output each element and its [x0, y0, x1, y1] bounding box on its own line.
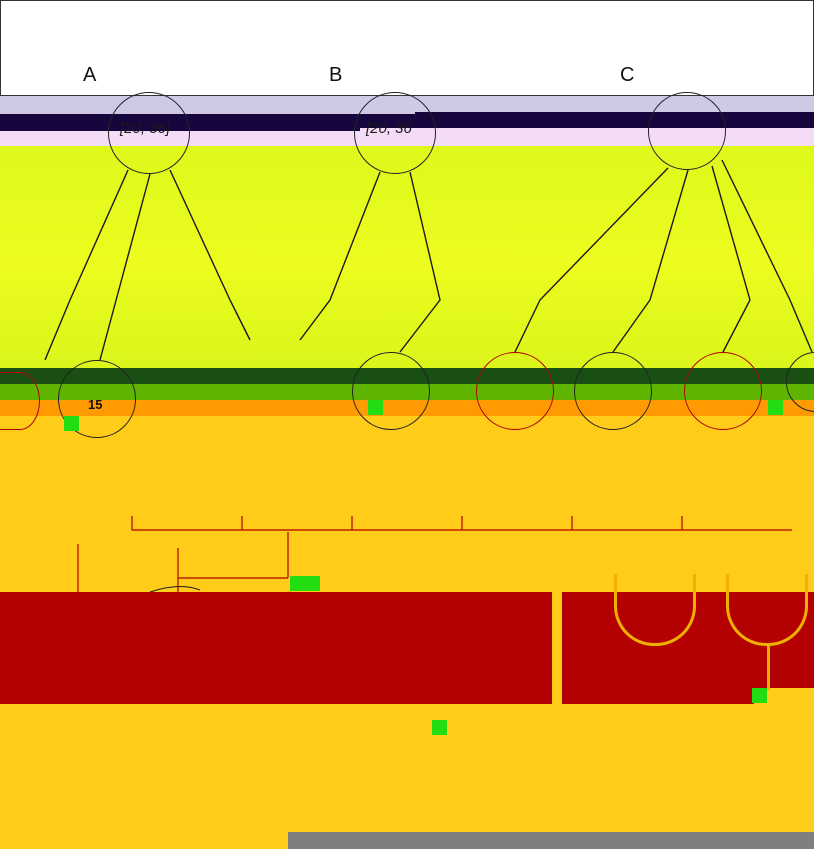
leaf-node-c1: [476, 352, 554, 430]
curve-marker: [149, 586, 201, 593]
root-range-label-b: [20, 36: [366, 120, 412, 137]
leaf-node-a1: [0, 372, 40, 430]
green-square-marker-icon: [368, 400, 383, 415]
edge-b-left: [299, 171, 381, 341]
edge-c-right: [711, 165, 751, 353]
edge-a-left: [44, 169, 129, 361]
root-range-label-a: [20, 36]: [120, 120, 171, 137]
root-node-a: [108, 92, 190, 174]
lower-gold-band: [0, 704, 814, 832]
edge-c-left: [514, 167, 669, 353]
green-square-marker-icon: [64, 416, 79, 431]
edge-a-mid: [99, 173, 151, 361]
edge-c-mid: [612, 169, 689, 353]
panel-label-a: A: [83, 64, 97, 86]
edge-c-far: [721, 159, 813, 353]
header-white-band: [0, 0, 814, 96]
green-square-marker-icon: [290, 576, 320, 591]
edge-b-right: [399, 171, 441, 353]
panel-label-b: B: [329, 64, 343, 86]
leaf-node-a2-label: 15: [88, 397, 103, 412]
footer-gray-block: [288, 832, 814, 849]
green-square-marker-icon: [768, 400, 783, 415]
root-node-b: [354, 92, 436, 174]
leaf-node-a2: [58, 360, 136, 438]
lower-node-c-right: [726, 574, 808, 646]
red-band-notch: [754, 688, 814, 704]
panel-label-c: C: [620, 64, 635, 86]
leaf-node-b1: [352, 352, 430, 430]
leaf-node-c3: [684, 352, 762, 430]
root-node-c: [648, 92, 726, 170]
edge-a-right: [169, 169, 251, 341]
field-gold-band: [0, 416, 814, 592]
green-square-marker-icon: [432, 720, 447, 735]
green-square-marker-icon: [752, 688, 767, 703]
lower-node-connector: [767, 646, 770, 690]
leaf-node-c2: [574, 352, 652, 430]
lower-node-c-left: [614, 574, 696, 646]
red-band-divider: [552, 592, 562, 704]
footer-gold-block: [0, 832, 288, 849]
